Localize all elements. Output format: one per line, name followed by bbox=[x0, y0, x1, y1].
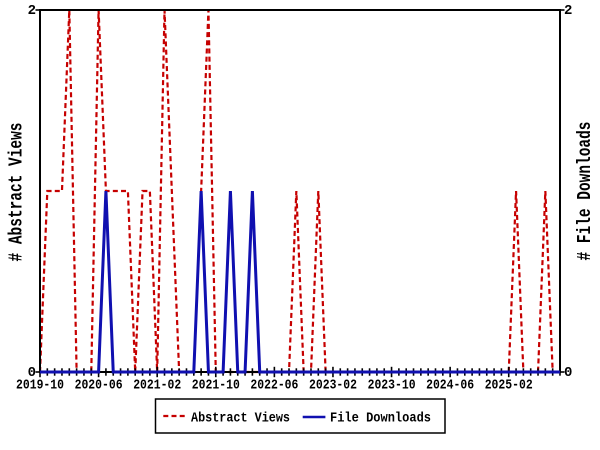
svg-text:# Abstract Views: # Abstract Views bbox=[6, 123, 28, 262]
svg-text:2023-02: 2023-02 bbox=[309, 378, 357, 394]
svg-text:2024-06: 2024-06 bbox=[426, 378, 474, 394]
svg-text:2025-02: 2025-02 bbox=[485, 378, 533, 394]
svg-text:2019-10: 2019-10 bbox=[16, 378, 64, 394]
svg-text:2: 2 bbox=[28, 3, 36, 19]
svg-text:2021-02: 2021-02 bbox=[133, 378, 181, 394]
svg-text:# File Downloads: # File Downloads bbox=[574, 122, 596, 261]
svg-text:0: 0 bbox=[28, 365, 36, 381]
svg-text:2021-10: 2021-10 bbox=[192, 378, 240, 394]
svg-text:Abstract Views: Abstract Views bbox=[191, 411, 290, 427]
svg-text:File Downloads: File Downloads bbox=[330, 411, 431, 427]
svg-text:2023-10: 2023-10 bbox=[368, 378, 416, 394]
svg-text:2: 2 bbox=[564, 3, 572, 19]
svg-text:0: 0 bbox=[564, 365, 572, 381]
svg-text:2020-06: 2020-06 bbox=[75, 378, 123, 394]
svg-text:2022-06: 2022-06 bbox=[250, 378, 298, 394]
